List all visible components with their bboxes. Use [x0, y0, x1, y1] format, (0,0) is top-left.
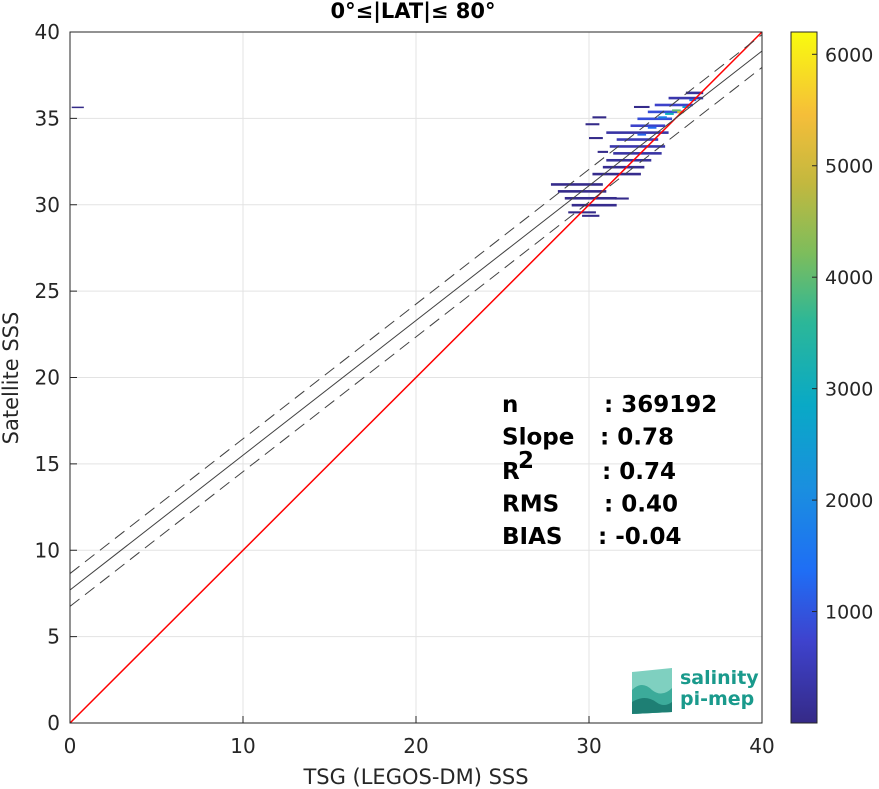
colorbar-tick-label: 3000	[825, 379, 873, 401]
stat-label-superscript: 2	[518, 448, 534, 474]
colorbar-tick-label: 5000	[825, 156, 873, 178]
colorbar-tick-label: 6000	[825, 44, 873, 66]
density-cell	[592, 116, 607, 119]
density-cell	[592, 172, 641, 176]
density-cell	[585, 123, 600, 126]
stats-box: n : 369192 Slope : 0.78 R2 : 0.74 RMS : 0.40 BIA…	[502, 392, 717, 550]
density-cell	[658, 116, 667, 119]
density-cell	[571, 203, 617, 207]
density-cell	[647, 110, 683, 114]
y-tick-label: 15	[35, 452, 60, 476]
y-tick-label: 40	[35, 20, 60, 44]
x-tick-label: 10	[230, 734, 255, 758]
stat-label: RMS	[502, 492, 559, 518]
stat-label: BIAS	[502, 524, 562, 550]
stat-value: : 369192	[604, 392, 717, 418]
reference-lines	[70, 32, 762, 723]
x-tick-label: 0	[64, 734, 77, 758]
confidence-upper-line	[70, 34, 762, 574]
density-cell	[582, 214, 600, 217]
density-cell	[616, 138, 659, 141]
stat-value: : 0.74	[602, 459, 676, 485]
y-axis-ticks: 0 5 10 15 20 25 30 35 40	[35, 20, 77, 735]
density-cell	[613, 152, 662, 155]
y-axis-label: Satellite SSS	[0, 312, 23, 445]
density-cell	[564, 196, 617, 200]
x-axis-ticks: 0 10 20 30 40	[64, 716, 775, 758]
density-cell	[668, 96, 704, 100]
logo-line2: pi-mep	[680, 688, 754, 710]
identity-line	[70, 32, 762, 723]
density-cell	[633, 105, 650, 109]
x-tick-label: 40	[749, 734, 774, 758]
stat-label: n	[502, 392, 518, 418]
colorbar-tick-label: 4000	[825, 267, 873, 289]
density-cell	[597, 150, 609, 153]
x-axis-label: TSG (LEGOS-DM) SSS	[302, 765, 528, 789]
regression-line	[70, 50, 762, 591]
logo-line1: salinity	[680, 667, 759, 689]
density-cell	[589, 137, 603, 140]
density-cell	[630, 124, 666, 128]
density-cell	[602, 165, 645, 169]
density-cell	[637, 133, 647, 136]
stat-value: : 0.40	[604, 492, 678, 518]
chart-title: 0°≤|LAT|≤ 80°	[330, 0, 495, 24]
density-cell	[654, 103, 693, 107]
colorbar-tick-label: 1000	[825, 602, 873, 624]
y-tick-label: 35	[35, 106, 60, 130]
density-cell	[609, 145, 666, 148]
stat-label: R	[502, 459, 520, 485]
density-cell	[647, 126, 657, 129]
stat-value: : 0.78	[600, 425, 674, 451]
logo-graphic-front	[632, 698, 672, 714]
y-tick-label: 25	[35, 279, 60, 303]
stat-label: Slope	[502, 425, 574, 451]
density-cell	[606, 131, 669, 134]
y-tick-label: 20	[35, 366, 60, 390]
colorbar	[790, 31, 818, 724]
salinity-pimep-logo: salinity pi-mep	[632, 667, 759, 714]
density-cell	[637, 117, 673, 121]
x-tick-label: 30	[576, 734, 601, 758]
density-cell	[614, 197, 629, 200]
density-cell	[665, 112, 674, 115]
x-tick-label: 20	[403, 734, 428, 758]
density-cell	[606, 158, 652, 162]
colorbar-tick-label: 2000	[825, 490, 873, 512]
density-cell	[672, 109, 681, 112]
density-cell	[685, 91, 704, 95]
confidence-lower-line	[70, 67, 762, 607]
y-tick-label: 0	[47, 711, 60, 735]
stat-value: : -0.04	[598, 524, 682, 550]
density-cell	[71, 106, 84, 109]
y-tick-label: 10	[35, 538, 60, 562]
density-cell	[550, 183, 603, 186]
y-tick-label: 5	[47, 625, 60, 649]
y-tick-label: 30	[35, 193, 60, 217]
colorbar-ticks: 1000 2000 3000 4000 5000 6000	[812, 44, 873, 624]
